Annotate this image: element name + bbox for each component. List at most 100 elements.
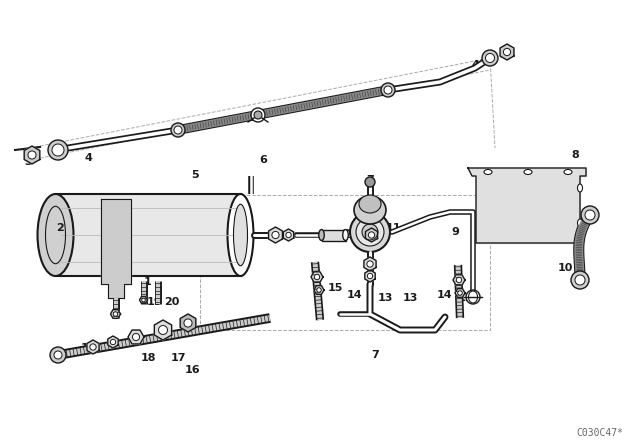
Ellipse shape (234, 204, 248, 266)
Text: 14: 14 (437, 290, 453, 300)
Circle shape (184, 319, 192, 327)
Text: 18: 18 (140, 353, 156, 363)
Polygon shape (24, 146, 40, 164)
Circle shape (350, 212, 390, 252)
Circle shape (571, 271, 589, 289)
Circle shape (254, 111, 262, 119)
Text: 4: 4 (84, 153, 92, 163)
Polygon shape (269, 227, 282, 243)
Polygon shape (365, 270, 375, 282)
Text: 6: 6 (259, 155, 267, 165)
Text: 13: 13 (378, 293, 393, 303)
Polygon shape (311, 272, 323, 282)
Circle shape (458, 291, 462, 295)
Circle shape (504, 48, 511, 56)
Polygon shape (100, 199, 131, 298)
Text: C030C47*: C030C47* (576, 428, 623, 438)
Circle shape (466, 290, 480, 304)
Circle shape (314, 274, 320, 280)
Polygon shape (364, 257, 376, 271)
Polygon shape (87, 340, 99, 354)
Text: 4: 4 (471, 60, 479, 70)
Circle shape (585, 210, 595, 220)
Text: 12: 12 (457, 293, 473, 303)
Circle shape (132, 333, 140, 340)
Circle shape (90, 344, 96, 350)
Circle shape (384, 86, 392, 94)
Bar (56, 194, 241, 276)
Polygon shape (365, 228, 378, 242)
Circle shape (365, 177, 375, 187)
Polygon shape (140, 297, 147, 303)
Polygon shape (284, 229, 294, 241)
Polygon shape (500, 44, 514, 60)
Circle shape (581, 206, 599, 224)
Text: 2: 2 (56, 223, 64, 233)
Polygon shape (154, 320, 172, 340)
Ellipse shape (38, 194, 74, 276)
Ellipse shape (564, 169, 572, 175)
Circle shape (317, 288, 321, 292)
Ellipse shape (524, 169, 532, 175)
Circle shape (482, 50, 498, 66)
Circle shape (486, 53, 495, 63)
Text: 1: 1 (144, 277, 152, 287)
Circle shape (54, 351, 62, 359)
Text: 3: 3 (499, 50, 507, 60)
Polygon shape (468, 168, 586, 243)
Text: 16: 16 (185, 365, 201, 375)
Text: 19: 19 (147, 297, 163, 307)
Circle shape (110, 339, 116, 345)
Polygon shape (180, 314, 196, 332)
Circle shape (174, 126, 182, 134)
Circle shape (356, 218, 384, 246)
Circle shape (50, 347, 66, 363)
Ellipse shape (484, 169, 492, 175)
Circle shape (113, 312, 118, 316)
Ellipse shape (577, 219, 582, 227)
Text: 7: 7 (366, 175, 374, 185)
Text: 3: 3 (24, 157, 32, 167)
Polygon shape (455, 289, 465, 297)
Circle shape (272, 232, 279, 239)
Circle shape (52, 144, 64, 156)
Circle shape (171, 123, 185, 137)
Bar (321, 229, 346, 241)
Text: 15: 15 (327, 283, 342, 293)
Ellipse shape (359, 195, 381, 213)
Circle shape (141, 298, 145, 302)
Circle shape (575, 275, 585, 285)
Circle shape (286, 233, 291, 238)
Ellipse shape (319, 229, 324, 241)
Circle shape (159, 326, 168, 335)
Circle shape (362, 224, 378, 240)
Polygon shape (314, 286, 324, 294)
Text: 9: 9 (451, 227, 459, 237)
Text: 5: 5 (191, 170, 199, 180)
Circle shape (456, 277, 461, 283)
Ellipse shape (227, 194, 253, 276)
Text: 14: 14 (347, 290, 363, 300)
Text: 13: 13 (403, 293, 418, 303)
Circle shape (48, 140, 68, 160)
Text: 7: 7 (371, 350, 379, 360)
Polygon shape (108, 336, 118, 348)
Polygon shape (128, 330, 144, 344)
Text: 10: 10 (557, 263, 573, 273)
Circle shape (367, 261, 373, 267)
Text: 8: 8 (571, 150, 579, 160)
Ellipse shape (343, 229, 348, 241)
Text: 11: 11 (385, 223, 401, 233)
Circle shape (381, 83, 395, 97)
Circle shape (28, 151, 36, 159)
Ellipse shape (577, 184, 582, 192)
Polygon shape (453, 275, 465, 285)
Circle shape (369, 232, 374, 238)
Text: 20: 20 (164, 297, 180, 307)
Text: 17: 17 (80, 343, 96, 353)
Circle shape (251, 108, 265, 122)
Text: 17: 17 (170, 353, 186, 363)
Ellipse shape (354, 196, 386, 224)
Polygon shape (111, 310, 120, 319)
Circle shape (367, 273, 372, 279)
